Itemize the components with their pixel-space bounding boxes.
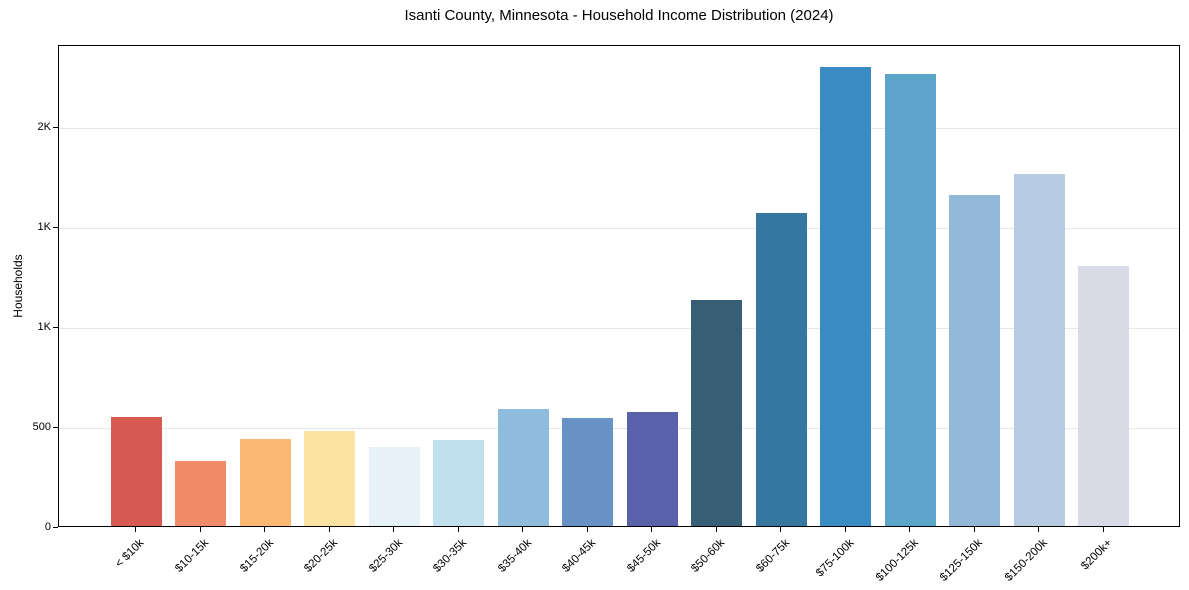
- bar-75-100k: [820, 67, 872, 526]
- bar-50-60k: [691, 300, 743, 526]
- bar-60-75k: [755, 213, 807, 526]
- x-tick-label: $125-150k: [938, 537, 986, 584]
- y-tick-label: 1K: [37, 220, 51, 233]
- x-tick-mark: [1102, 527, 1104, 532]
- y-tick-mark: [53, 527, 58, 528]
- x-tick-mark: [199, 527, 201, 532]
- bar-125-150k: [949, 195, 1001, 526]
- y-tick-label: 1K: [37, 320, 51, 333]
- bar-150-200k: [1013, 174, 1065, 526]
- bar-25-30k: [368, 446, 420, 526]
- bar-10-15k: [175, 461, 227, 526]
- x-tick-mark: [1038, 527, 1040, 532]
- bar-100-125k: [884, 74, 936, 526]
- x-tick-label: $75-100k: [813, 537, 857, 580]
- chart-title: Isanti County, Minnesota - Household Inc…: [404, 7, 834, 24]
- bar-200k: [1078, 266, 1130, 526]
- y-tick-mark: [53, 427, 58, 429]
- x-tick-label: $20-25k: [302, 537, 341, 575]
- x-tick-label: $50-60k: [689, 537, 728, 575]
- x-tick-mark: [715, 527, 717, 532]
- x-tick-label: $15-20k: [237, 537, 276, 575]
- y-tick-label: 2K: [37, 120, 51, 133]
- gridline: [59, 228, 1179, 230]
- x-tick-mark: [909, 527, 911, 532]
- x-tick-label: $100-125k: [873, 537, 921, 584]
- x-tick-label: $150-200k: [1002, 537, 1050, 584]
- x-tick-label: $60-75k: [753, 537, 792, 575]
- x-tick-label: < $10k: [113, 537, 147, 571]
- bar-30-35k: [433, 440, 485, 526]
- y-tick-mark: [53, 127, 58, 129]
- x-tick-label: $30-35k: [431, 537, 470, 575]
- x-tick-mark: [651, 527, 653, 532]
- bar-10k: [110, 417, 162, 526]
- gridline: [59, 128, 1179, 130]
- x-tick-mark: [844, 527, 846, 532]
- x-tick-mark: [973, 527, 975, 532]
- x-tick-mark: [780, 527, 782, 532]
- x-tick-mark: [457, 527, 459, 532]
- x-tick-mark: [393, 527, 395, 532]
- bar-20-25k: [304, 431, 356, 526]
- bar-45-50k: [626, 412, 678, 526]
- y-tick-mark: [53, 227, 58, 229]
- x-tick-mark: [135, 527, 137, 532]
- gridline: [59, 328, 1179, 330]
- x-tick-mark: [328, 527, 330, 532]
- x-tick-label: $10-15k: [173, 537, 212, 575]
- x-tick-label: $200k+: [1078, 537, 1115, 573]
- x-tick-label: $40-45k: [560, 537, 599, 575]
- x-tick-mark: [522, 527, 524, 532]
- x-tick-label: $45-50k: [624, 537, 663, 575]
- y-tick-label: 500: [32, 420, 51, 433]
- bar-40-45k: [562, 418, 614, 526]
- x-tick-label: $25-30k: [366, 537, 405, 575]
- plot-area: [58, 45, 1180, 527]
- bar-35-40k: [497, 409, 549, 526]
- gridline: [59, 428, 1179, 430]
- y-tick-label: 0: [44, 520, 51, 533]
- y-tick-mark: [53, 327, 58, 329]
- y-axis-label: Households: [11, 254, 25, 318]
- bar-15-20k: [239, 439, 291, 526]
- x-tick-label: $35-40k: [495, 537, 534, 575]
- x-tick-mark: [586, 527, 588, 532]
- x-tick-mark: [264, 527, 266, 532]
